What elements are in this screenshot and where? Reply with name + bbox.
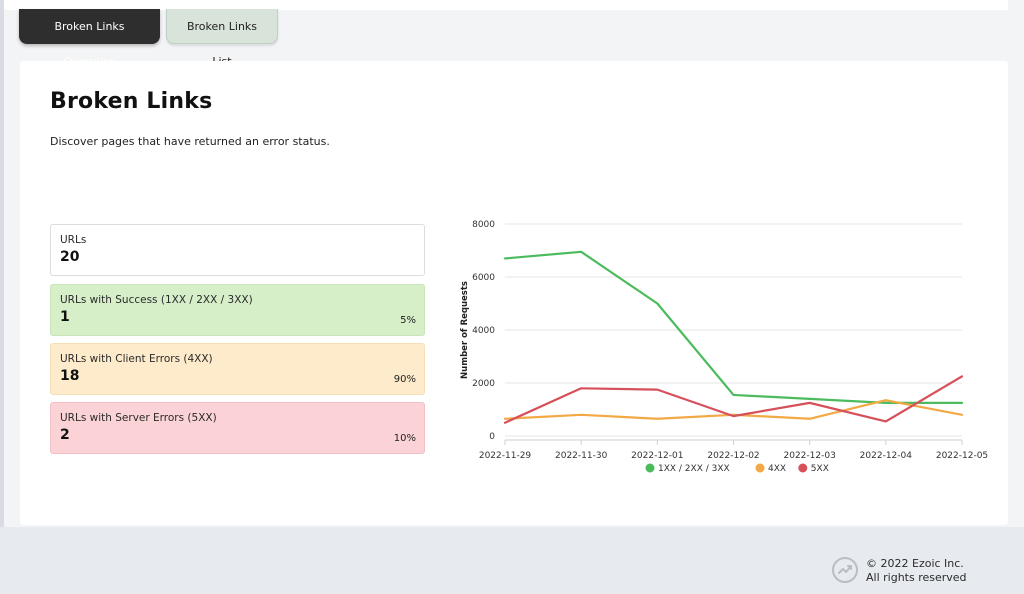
y-tick-label: 4000	[472, 326, 495, 336]
tab-bar: Broken Links Overview Broken Links List	[19, 9, 278, 68]
x-tick-label: 2022-12-01	[631, 451, 683, 461]
stat-label: URLs with Success (1XX / 2XX / 3XX)	[60, 294, 253, 306]
footer-text: © 2022 Ezoic Inc. All rights reserved	[866, 557, 967, 585]
stat-label: URLs with Server Errors (5XX)	[60, 412, 217, 424]
x-tick-label: 2022-12-05	[936, 451, 988, 461]
x-tick-label: 2022-12-03	[784, 451, 836, 461]
stat-success: URLs with Success (1XX / 2XX / 3XX) 1 5%	[50, 284, 425, 336]
x-tick-label: 2022-12-02	[707, 451, 759, 461]
left-edge	[0, 0, 4, 530]
top-strip	[0, 0, 1008, 10]
legend-label: 5XX	[811, 464, 829, 474]
stat-label: URLs with Client Errors (4XX)	[60, 353, 213, 365]
x-tick-label: 2022-12-04	[860, 451, 913, 461]
requests-line-chart: 0 2000 4000 6000 8000 2022-11-29 2022-11-30 202…	[432, 209, 992, 479]
stat-percent: 5%	[400, 315, 416, 326]
footer-copyright: © 2022 Ezoic Inc.	[866, 557, 964, 570]
stat-value: 20	[60, 249, 80, 265]
page-description: Discover pages that have returned an err…	[50, 135, 330, 148]
tab-broken-links-list[interactable]: Broken Links List	[166, 9, 278, 68]
stat-label: URLs	[60, 234, 87, 246]
series-line-1xx-2xx-3xx	[503, 250, 964, 404]
legend-marker	[645, 463, 655, 473]
stat-value: 1	[60, 309, 70, 325]
stat-urls: URLs 20	[50, 224, 425, 276]
y-tick-label: 0	[489, 432, 495, 442]
y-axis-label: Number of Requests	[460, 281, 470, 379]
stat-server-errors: URLs with Server Errors (5XX) 2 10%	[50, 402, 425, 454]
legend-marker	[755, 463, 765, 473]
legend-label: 1XX / 2XX / 3XX	[658, 464, 730, 474]
stat-client-errors: URLs with Client Errors (4XX) 18 90%	[50, 343, 425, 395]
x-tick-label: 2022-11-29	[479, 451, 532, 461]
x-tick-label: 2022-11-30	[555, 451, 608, 461]
legend-marker	[798, 463, 808, 473]
y-tick-label: 6000	[472, 273, 495, 283]
tab-broken-links-overview[interactable]: Broken Links Overview	[19, 9, 160, 68]
stat-percent: 10%	[393, 433, 416, 444]
legend-label: 4XX	[768, 464, 786, 474]
y-tick-label: 8000	[472, 220, 495, 230]
y-tick-label: 2000	[472, 379, 495, 389]
chart-svg: 0 2000 4000 6000 8000 2022-11-29 2022-11-30 202…	[460, 220, 988, 474]
stat-value: 18	[60, 368, 80, 384]
stat-percent: 90%	[393, 374, 416, 385]
page-title: Broken Links	[50, 89, 213, 114]
series-line-4xx	[503, 399, 964, 420]
overview-card: Broken Links Discover pages that have re…	[20, 61, 1008, 525]
ezoic-logo-icon	[832, 557, 858, 583]
footer-rights: All rights reserved	[866, 571, 967, 584]
stat-value: 2	[60, 427, 70, 443]
series-line-5xx	[503, 375, 964, 424]
